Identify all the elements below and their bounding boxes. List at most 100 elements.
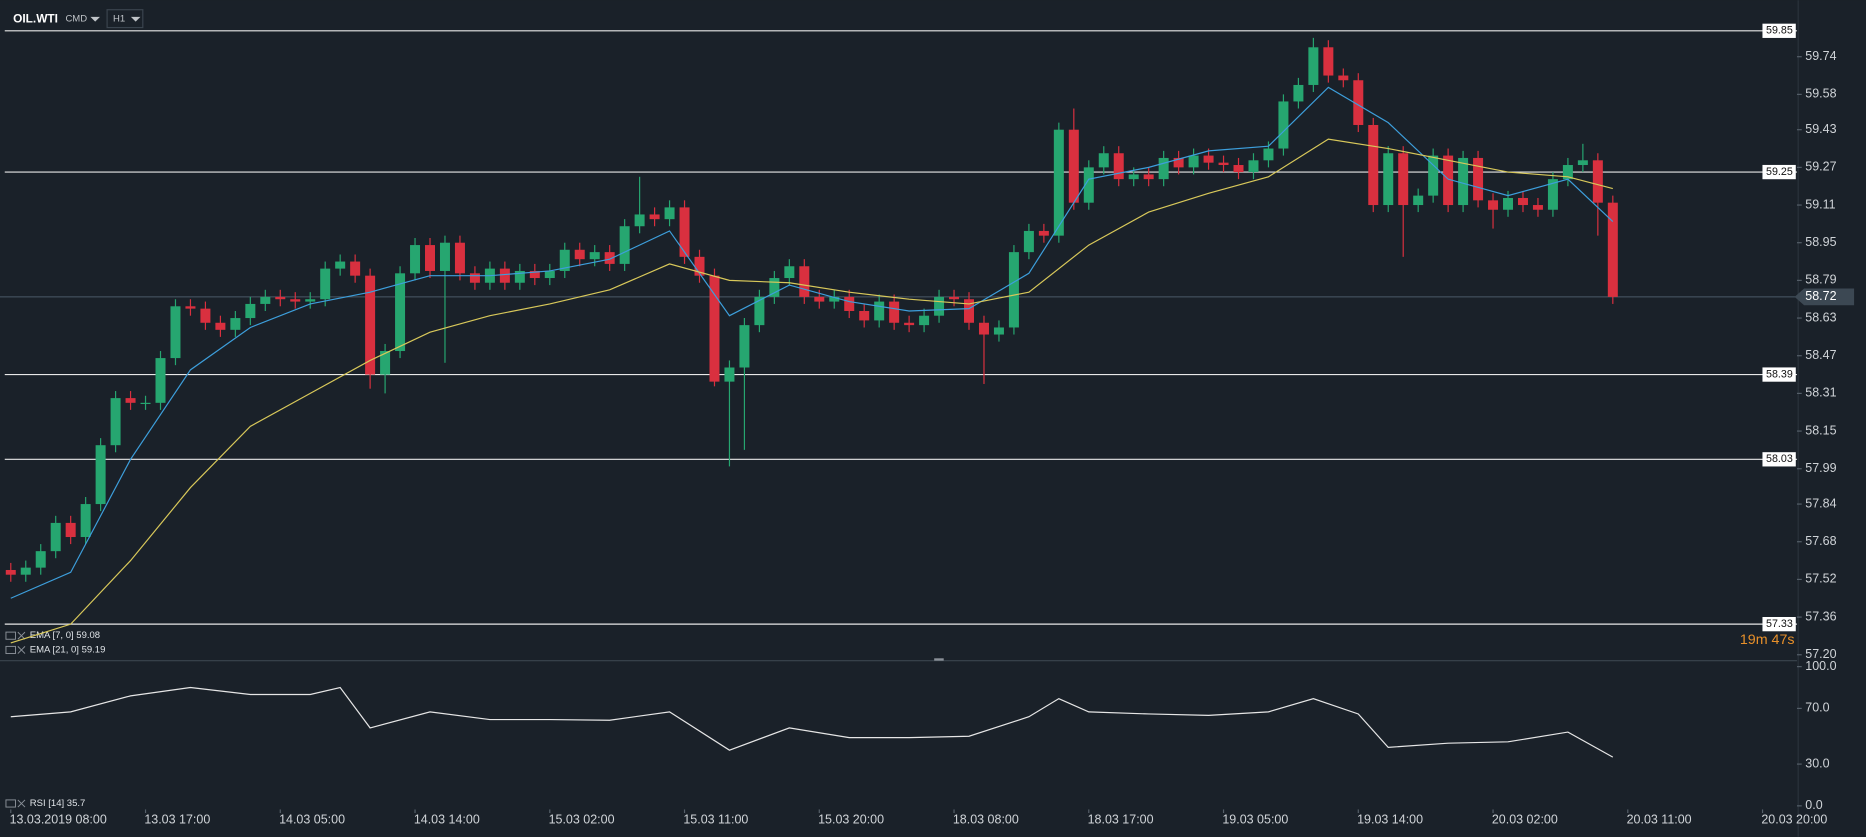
candle-body [814,296,825,302]
candle-body [454,242,465,274]
candle-body [1488,200,1499,210]
level-label: 58.39 [1766,368,1793,380]
candle-body [140,402,151,405]
candle-body [1577,160,1588,166]
y-tick-label: 70.0 [1805,701,1829,715]
candle-body [829,296,840,302]
y-tick-label: 58.31 [1805,386,1836,400]
candle-body [1458,157,1469,206]
timeframe[interactable]: H1 [113,14,125,25]
candle-body [1143,174,1154,180]
candle-body [664,207,675,220]
candle-body [215,322,226,330]
x-tick-label: 18.03 17:00 [1088,812,1154,826]
candle-body [1008,252,1019,328]
candle-body [1233,165,1244,173]
rsi-line [10,686,1614,758]
candle-body [1158,157,1169,180]
x-tick-label: 15.03 02:00 [549,812,615,826]
candle-body [290,299,301,302]
level-label-box [1762,367,1796,382]
candle-body [904,322,915,326]
y-tick-label: 58.79 [1805,273,1836,287]
indicator-line [10,86,1614,599]
y-tick-label: 59.11 [1805,197,1835,211]
candle-body [1218,162,1229,166]
candle-body [50,522,61,552]
candle-body [439,242,450,271]
candle-body [499,268,510,283]
timeframe-box[interactable] [106,9,144,29]
y-tick-label: 59.74 [1805,49,1836,63]
candle-body [859,310,870,321]
level-label: 57.33 [1766,618,1793,630]
candle-body [1038,230,1049,236]
candle-body [993,327,1004,335]
candle-body [1368,124,1379,206]
candle-body [365,275,376,375]
y-tick-label: 57.36 [1805,609,1836,623]
candle-body [1053,129,1064,236]
legend-close [17,631,26,640]
candle-body [754,296,765,326]
candle-body [1278,101,1289,149]
candle-body [1338,75,1349,81]
indicator-line [10,138,1613,644]
candle-body [1188,155,1199,168]
candle-body [1503,197,1514,210]
candle-body [335,261,346,269]
legend-label: EMA [21, 0] 59.19 [30,644,106,655]
x-tick-label: 18.03 08:00 [953,812,1019,826]
candle-body [1428,155,1439,196]
legend-close [17,799,26,808]
candle-body [1098,153,1109,168]
x-tick-label: 20.03 11:00 [1627,812,1692,826]
x-tick-label: 20.03 02:00 [1492,812,1558,826]
level-label-box [1762,23,1796,38]
level-label-box [1762,164,1796,180]
dropdown-arrow[interactable] [130,16,141,22]
candle-body [1398,153,1409,206]
candle-body [1263,148,1274,161]
symbol[interactable]: OIL.WTI [13,11,58,25]
candle-body [1443,155,1454,206]
y-tick-label: 58.15 [1805,423,1836,437]
level-label: 59.25 [1766,166,1793,178]
y-tick-label: 100.0 [1805,659,1836,673]
candle-body [934,296,945,316]
legend-label: EMA [7, 0] 59.08 [30,630,100,641]
candle-body [978,322,989,335]
candle-body [1473,157,1484,201]
y-tick-label: 0.0 [1805,798,1822,812]
candle-body [125,398,136,403]
candle-body [514,270,525,283]
candle-body [874,301,885,321]
candle-body [724,367,735,382]
candle-body [1547,179,1558,210]
candle-body [230,318,241,330]
candle-body [245,303,256,319]
candle-body [95,445,106,505]
asset-class[interactable]: CMD [65,14,87,25]
candle-body [529,270,540,279]
y-tick-label: 58.63 [1805,310,1836,324]
candle-body [1293,84,1304,102]
panel-handle[interactable] [934,658,944,661]
candle-body [919,315,930,326]
dropdown-arrow[interactable] [90,16,100,22]
candle-body [694,256,705,276]
candle-body [1383,153,1394,206]
y-tick-label: 59.43 [1805,122,1836,136]
candle-body [1607,202,1618,297]
x-tick-label: 13.03.2019 08:00 [10,812,107,826]
candle-body [559,249,570,271]
candle-body [425,245,436,271]
candle-body [1562,165,1573,180]
candle-body [604,252,615,264]
candle-body [305,299,316,302]
last-price-box [1794,288,1855,306]
candle-body [1248,160,1259,173]
legend-icon [5,799,16,808]
x-tick-label: 19.03 05:00 [1222,812,1288,826]
